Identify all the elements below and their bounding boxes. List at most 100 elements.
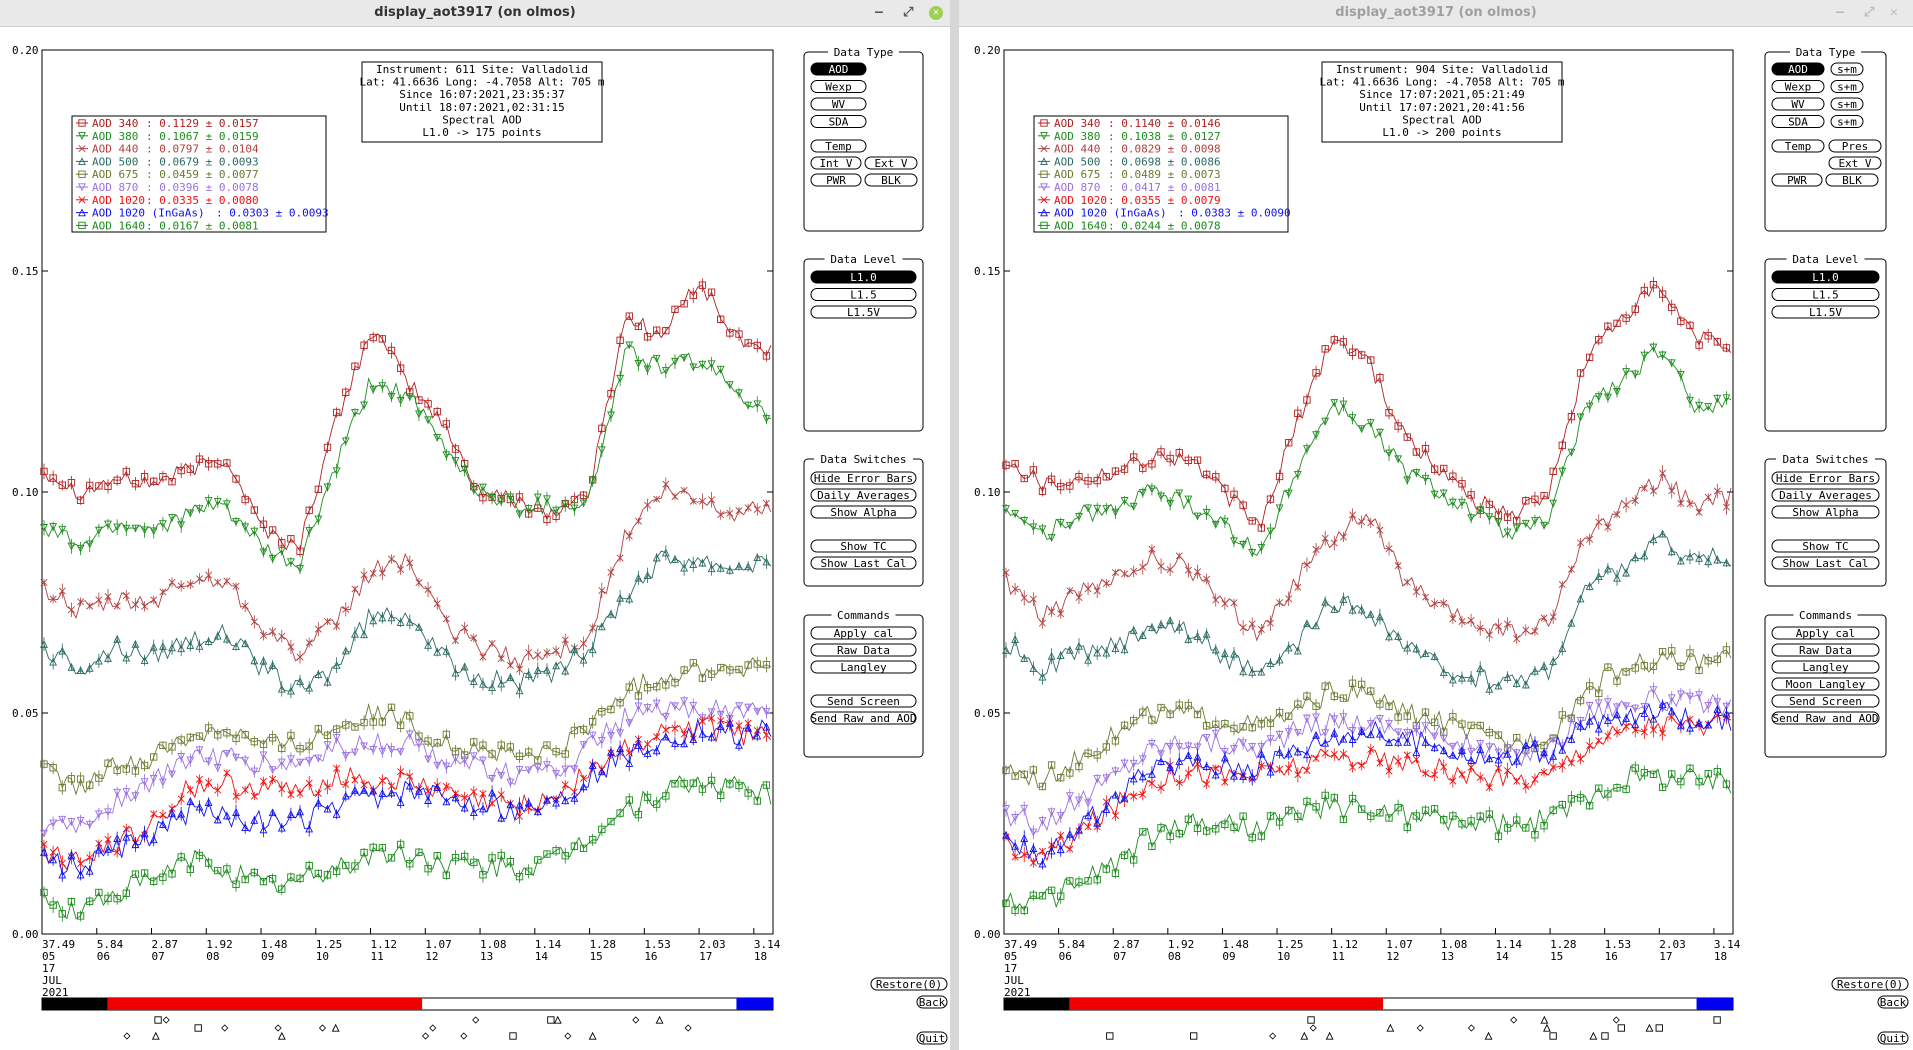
langley-button-shape[interactable] xyxy=(810,660,917,674)
send-raw-and-aod-button-shape[interactable] xyxy=(810,711,917,725)
apply-cal-button[interactable]: Apply cal xyxy=(1771,626,1880,640)
data-level-l1-5-button-shape[interactable] xyxy=(1771,288,1880,301)
data-level-l1-5v-button-shape[interactable] xyxy=(1771,305,1880,319)
data-type-sm-button[interactable]: s+m xyxy=(1830,62,1864,76)
daily-averages-button[interactable]: Daily Averages xyxy=(810,488,917,502)
raw-data-button-shape[interactable] xyxy=(1771,643,1880,657)
apply-cal-button-shape[interactable] xyxy=(1771,626,1880,640)
show-alpha-button-shape[interactable] xyxy=(810,505,917,519)
close-icon[interactable]: ✕ xyxy=(1890,5,1898,20)
raw-data-button[interactable]: Raw Data xyxy=(810,643,917,657)
raw-data-button-shape[interactable] xyxy=(810,643,917,657)
maximize-icon[interactable]: ⤢ xyxy=(1864,5,1875,20)
hide-error-bars-button[interactable]: Hide Error Bars xyxy=(1771,471,1880,485)
send-screen-button[interactable]: Send Screen xyxy=(810,694,917,708)
data-type-aod-button-shape[interactable] xyxy=(1771,62,1825,76)
restore-button-shape[interactable] xyxy=(1831,977,1909,991)
show-alpha-button-shape[interactable] xyxy=(1771,505,1880,519)
daily-averages-button-shape[interactable] xyxy=(810,488,917,502)
data-type-wexp-button-shape[interactable] xyxy=(1771,80,1825,93)
langley-button-shape[interactable] xyxy=(1771,660,1880,674)
back-button[interactable]: Back xyxy=(916,995,948,1009)
show-last-cal-button-shape[interactable] xyxy=(1771,556,1880,570)
send-screen-button[interactable]: Send Screen xyxy=(1771,694,1880,708)
data-type-sm-button-shape[interactable] xyxy=(1830,115,1864,128)
quit-button[interactable]: Quit xyxy=(1877,1031,1909,1045)
temp-button[interactable]: Temp xyxy=(1771,139,1825,153)
quit-button-shape[interactable] xyxy=(1877,1031,1909,1045)
pwr-button-shape[interactable] xyxy=(1771,173,1823,187)
blk-button[interactable]: BLK xyxy=(864,173,918,187)
data-type-wexp-button[interactable]: Wexp xyxy=(1771,80,1825,94)
ext-v-button-shape[interactable] xyxy=(1828,156,1882,170)
temp-button[interactable]: Temp xyxy=(810,139,867,153)
show-alpha-button[interactable]: Show Alpha xyxy=(1771,505,1880,519)
back-button-shape[interactable] xyxy=(1877,995,1909,1009)
send-raw-and-aod-button[interactable]: Send Raw and AOD xyxy=(810,711,917,725)
show-tc-button[interactable]: Show TC xyxy=(810,539,917,553)
hide-error-bars-button-shape[interactable] xyxy=(1771,471,1880,485)
apply-cal-button-shape[interactable] xyxy=(810,626,917,640)
data-type-sda-button[interactable]: SDA xyxy=(1771,115,1825,129)
data-type-wv-button[interactable]: WV xyxy=(1771,97,1825,111)
blk-button-shape[interactable] xyxy=(864,173,918,187)
pwr-button-shape[interactable] xyxy=(810,173,862,187)
temp-button-shape[interactable] xyxy=(810,139,867,153)
data-type-aod-button[interactable]: AOD xyxy=(1771,62,1825,76)
send-raw-and-aod-button-shape[interactable] xyxy=(1771,711,1880,725)
ext-v-button-shape[interactable] xyxy=(864,156,918,170)
data-level-l1-5v-button[interactable]: L1.5V xyxy=(1771,305,1880,319)
int-v-button[interactable]: Int V xyxy=(810,156,862,170)
blk-button-shape[interactable] xyxy=(1825,173,1879,187)
data-type-wv-button[interactable]: WV xyxy=(810,97,867,111)
data-level-l1-5-button-shape[interactable] xyxy=(810,288,917,301)
data-level-l1-0-button-shape[interactable] xyxy=(1771,270,1880,284)
data-type-aod-button-shape[interactable] xyxy=(810,62,867,76)
pres-button[interactable]: Pres xyxy=(1828,139,1882,153)
data-type-sm-button-shape[interactable] xyxy=(1830,80,1864,93)
data-type-wv-button-shape[interactable] xyxy=(1771,97,1825,111)
hide-error-bars-button-shape[interactable] xyxy=(810,471,917,485)
show-tc-button-shape[interactable] xyxy=(810,539,917,553)
langley-button[interactable]: Langley xyxy=(810,660,917,674)
apply-cal-button[interactable]: Apply cal xyxy=(810,626,917,640)
data-level-l1-5-button[interactable]: L1.5 xyxy=(1771,288,1880,302)
send-screen-button-shape[interactable] xyxy=(810,694,917,708)
daily-averages-button[interactable]: Daily Averages xyxy=(1771,488,1880,502)
show-last-cal-button[interactable]: Show Last Cal xyxy=(1771,556,1880,570)
temp-button-shape[interactable] xyxy=(1771,139,1825,153)
data-type-wexp-button-shape[interactable] xyxy=(810,80,867,93)
data-type-sm-button[interactable]: s+m xyxy=(1830,115,1864,129)
data-type-sm-button[interactable]: s+m xyxy=(1830,80,1864,94)
quit-button[interactable]: Quit xyxy=(916,1031,948,1045)
ext-v-button[interactable]: Ext V xyxy=(864,156,918,170)
data-level-l1-0-button-shape[interactable] xyxy=(810,270,917,284)
data-type-sda-button[interactable]: SDA xyxy=(810,115,867,129)
send-raw-and-aod-button[interactable]: Send Raw and AOD xyxy=(1771,711,1880,725)
data-level-l1-0-button[interactable]: L1.0 xyxy=(1771,270,1880,284)
data-type-sm-button-shape[interactable] xyxy=(1830,62,1864,76)
maximize-icon[interactable]: ⤢ xyxy=(903,5,914,20)
raw-data-button[interactable]: Raw Data xyxy=(1771,643,1880,657)
restore-button-shape[interactable] xyxy=(870,977,948,991)
window-divider[interactable] xyxy=(950,0,959,1050)
back-button-shape[interactable] xyxy=(916,995,948,1009)
ext-v-button[interactable]: Ext V xyxy=(1828,156,1882,170)
daily-averages-button-shape[interactable] xyxy=(1771,488,1880,502)
data-type-aod-button[interactable]: AOD xyxy=(810,62,867,76)
data-type-sm-button[interactable]: s+m xyxy=(1830,97,1864,111)
restore-button[interactable]: Restore(0) xyxy=(1831,977,1909,991)
blk-button[interactable]: BLK xyxy=(1825,173,1879,187)
data-level-l1-5v-button-shape[interactable] xyxy=(810,305,917,319)
data-type-wexp-button[interactable]: Wexp xyxy=(810,80,867,94)
data-type-wv-button-shape[interactable] xyxy=(810,97,867,111)
hide-error-bars-button[interactable]: Hide Error Bars xyxy=(810,471,917,485)
data-level-l1-0-button[interactable]: L1.0 xyxy=(810,270,917,284)
data-level-l1-5v-button[interactable]: L1.5V xyxy=(810,305,917,319)
moon-langley-button[interactable]: Moon Langley xyxy=(1771,677,1880,691)
back-button[interactable]: Back xyxy=(1877,995,1909,1009)
data-type-sda-button-shape[interactable] xyxy=(1771,115,1825,128)
pres-button-shape[interactable] xyxy=(1828,139,1882,153)
data-level-l1-5-button[interactable]: L1.5 xyxy=(810,288,917,302)
quit-button-shape[interactable] xyxy=(916,1031,948,1045)
